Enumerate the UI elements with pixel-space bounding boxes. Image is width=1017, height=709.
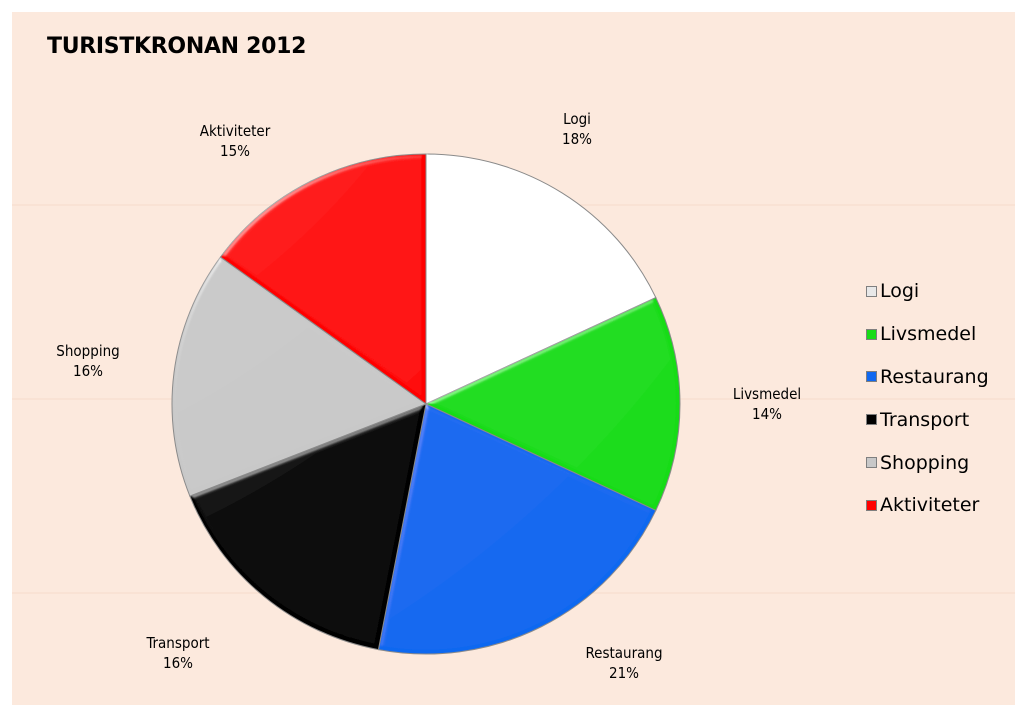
slice-label-logi: Logi <box>563 110 591 128</box>
legend-item-transport: Transport <box>866 398 989 441</box>
legend-swatch <box>866 414 877 426</box>
slice-label-restaurang: Restaurang <box>585 644 662 662</box>
slice-value-logi: 18% <box>562 130 592 148</box>
legend-item-aktiviteter: Aktiviteter <box>866 484 989 527</box>
pie-slice-restaurang <box>377 403 657 655</box>
legend: Logi Livsmedel Restaurang Transport Shopping… <box>866 270 989 527</box>
legend-label: Restaurang <box>880 365 989 388</box>
legend-swatch <box>866 457 877 469</box>
slice-label-aktiviteter: Aktiviteter <box>200 122 271 140</box>
pie-slices <box>171 153 681 655</box>
pie-slice-logi <box>425 153 657 405</box>
legend-swatch <box>866 499 877 511</box>
legend-swatch <box>866 328 877 340</box>
legend-item-logi: Logi <box>866 270 989 313</box>
legend-item-restaurang: Restaurang <box>866 356 989 399</box>
slice-label-transport: Transport <box>145 634 209 652</box>
pie-slice-transport <box>189 403 427 651</box>
legend-label: Logi <box>880 280 920 303</box>
slice-value-transport: 16% <box>163 654 193 672</box>
legend-label: Livsmedel <box>880 323 977 346</box>
slice-value-aktiviteter: 15% <box>220 142 250 160</box>
pie-slice-shopping <box>171 256 428 497</box>
pie-slice-livsmedel <box>424 296 681 512</box>
legend-label: Transport <box>880 408 970 431</box>
legend-label: Aktiviteter <box>880 494 980 517</box>
slice-value-shopping: 16% <box>73 362 103 380</box>
legend-swatch <box>866 285 877 297</box>
chart-title: TURISTKRONAN 2012 <box>47 34 307 59</box>
chart-area: TURISTKRONAN 2012 Logi 18% Livsmedel 14% Res… <box>12 12 1015 705</box>
slice-value-restaurang: 21% <box>609 664 639 682</box>
slice-label-livsmedel: Livsmedel <box>733 385 801 403</box>
legend-item-shopping: Shopping <box>866 441 989 484</box>
legend-item-livsmedel: Livsmedel <box>866 313 989 356</box>
legend-swatch <box>866 371 877 383</box>
pie-chart: Logi 18% Livsmedel 14% Restaurang 21% Transpor… <box>12 110 1015 682</box>
slice-value-livsmedel: 14% <box>752 405 782 423</box>
slice-label-shopping: Shopping <box>56 342 119 360</box>
slice-labels: Logi 18% Livsmedel 14% Restaurang 21% Transpor… <box>56 110 801 682</box>
pie-slice-aktiviteter <box>219 153 427 405</box>
legend-label: Shopping <box>880 451 970 474</box>
